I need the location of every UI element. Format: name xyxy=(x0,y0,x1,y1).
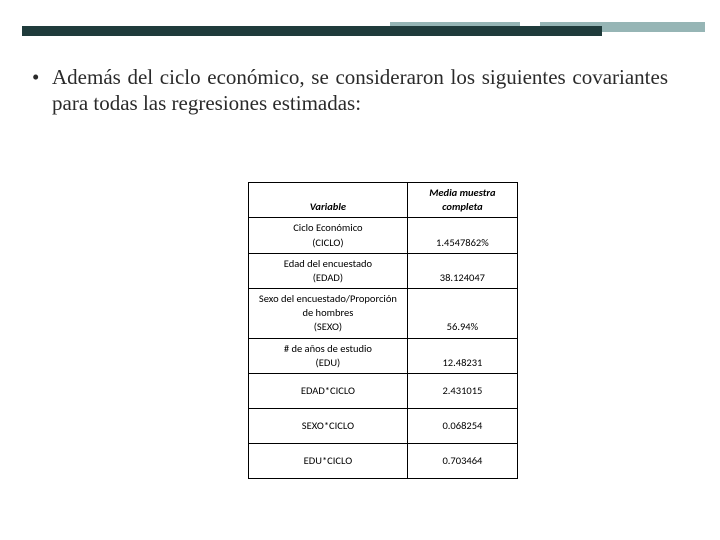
row-label: Edad del encuestado(EDAD) xyxy=(249,254,408,288)
table-row: EDU*CICLO0.703464 xyxy=(249,444,517,478)
row-value: 12.48231 xyxy=(408,339,517,373)
row-label: Sexo del encuestado/Proporciónde hombres… xyxy=(249,289,408,338)
bullet-paragraph: Además del ciclo económico, se considera… xyxy=(52,64,668,117)
table-row: Ciclo Económico(CICLO)1.4547862% xyxy=(249,218,517,253)
row-value: 1.4547862% xyxy=(408,218,517,252)
row-value: 0.703464 xyxy=(408,444,517,478)
table-row: # de años de estudio(EDU)12.48231 xyxy=(249,339,517,374)
header-mean: Media muestra completa xyxy=(408,183,517,217)
row-value: 0.068254 xyxy=(408,409,517,443)
row-label: # de años de estudio(EDU) xyxy=(249,339,408,373)
row-label: EDU*CICLO xyxy=(249,444,408,478)
row-value: 2.431015 xyxy=(408,374,517,408)
table-row: Sexo del encuestado/Proporciónde hombres… xyxy=(249,289,517,339)
row-value: 38.124047 xyxy=(408,254,517,288)
table-header-row: Variable Media muestra completa xyxy=(249,183,517,218)
header-variable: Variable xyxy=(249,183,408,217)
covariates-table: Variable Media muestra completa Ciclo Ec… xyxy=(248,182,518,479)
header-decoration xyxy=(0,0,720,44)
row-label: SEXO*CICLO xyxy=(249,409,408,443)
table-row: Edad del encuestado(EDAD)38.124047 xyxy=(249,254,517,289)
row-value: 56.94% xyxy=(408,289,517,338)
table-row: EDAD*CICLO2.431015 xyxy=(249,374,517,409)
table-row: SEXO*CICLO0.068254 xyxy=(249,409,517,444)
row-label: Ciclo Económico(CICLO) xyxy=(249,218,408,252)
header-dark-bar xyxy=(22,26,602,36)
row-label: EDAD*CICLO xyxy=(249,374,408,408)
